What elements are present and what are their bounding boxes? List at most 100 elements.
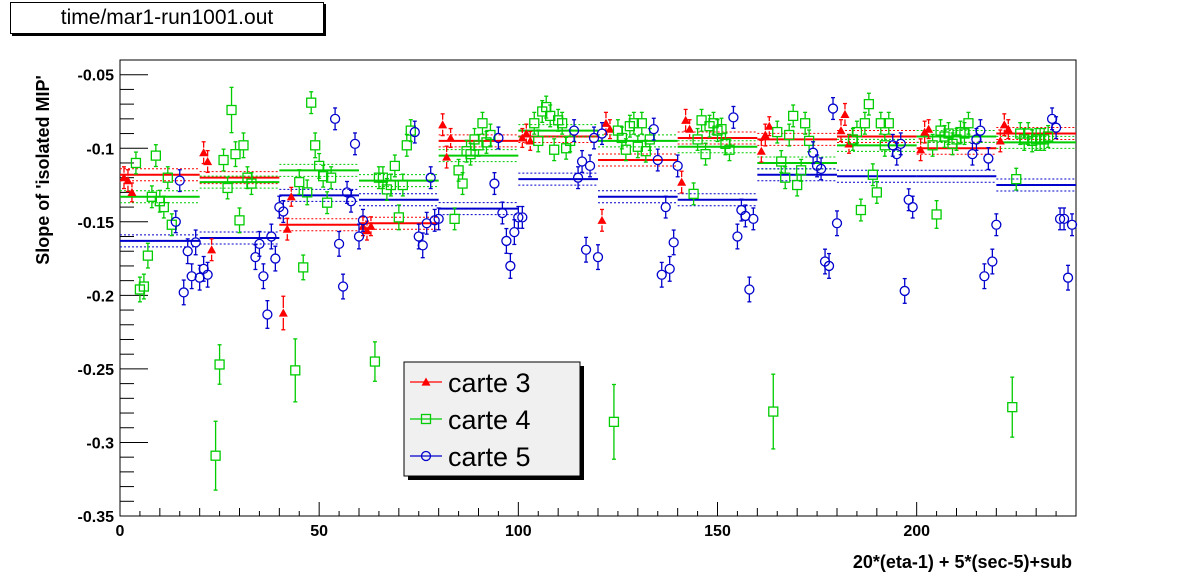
carte-5-point xyxy=(572,172,584,183)
carte-5-point xyxy=(349,138,361,149)
carte-3-point xyxy=(282,224,292,233)
carte-3-point xyxy=(203,156,213,166)
carte-4-point xyxy=(401,140,412,151)
carte-3-point xyxy=(517,133,527,142)
carte-5-point xyxy=(337,281,349,292)
carte-3-point xyxy=(764,121,774,130)
x-tick-label: 100 xyxy=(505,523,532,540)
carte-5-point xyxy=(987,256,998,267)
carte-5-point xyxy=(174,175,185,186)
carte-3-point xyxy=(521,129,531,138)
carte-5-point xyxy=(345,196,357,207)
carte-3-point xyxy=(924,124,934,133)
carte-4-point xyxy=(162,172,173,183)
carte-4-point xyxy=(449,213,460,225)
carte-5-point xyxy=(178,287,189,298)
carte-3-point xyxy=(446,133,456,142)
carte-5-point xyxy=(652,154,663,166)
carte-3-point xyxy=(278,308,288,317)
carte-4-point xyxy=(325,172,337,183)
carte-5-point xyxy=(409,126,420,138)
carte-3-point xyxy=(681,115,691,124)
carte-4-point xyxy=(788,110,799,122)
carte-4-point xyxy=(1042,131,1054,142)
carte-3-point xyxy=(836,126,846,135)
carte-4-point xyxy=(218,154,229,166)
carte-4-point xyxy=(851,126,863,138)
carte-4-point xyxy=(393,212,404,223)
carte-4-point xyxy=(306,97,317,108)
carte-3-point xyxy=(207,245,217,254)
carte-5-point xyxy=(1058,213,1070,225)
carte-4-point xyxy=(138,281,150,292)
carte-5-point xyxy=(1046,113,1058,124)
carte-3-point xyxy=(127,187,137,196)
y-tick-label: -0.35 xyxy=(78,509,115,526)
carte-4-point xyxy=(1011,173,1022,185)
carte-4-point xyxy=(927,140,938,151)
carte-3-point xyxy=(123,176,133,185)
carte-3-point xyxy=(438,120,448,129)
carte-5-point xyxy=(1050,122,1062,133)
carte-5-point xyxy=(250,251,261,263)
carte-4-point xyxy=(230,148,241,160)
carte-5-point xyxy=(588,132,600,144)
carte-5-point xyxy=(278,206,289,217)
carte-3-point xyxy=(597,215,607,224)
carte-4-point xyxy=(150,150,162,161)
carte-5-point xyxy=(899,285,910,297)
carte-5-point xyxy=(831,218,843,229)
carte-4-point xyxy=(473,140,484,151)
carte-5-point xyxy=(991,219,1002,230)
carte-4-point xyxy=(310,140,321,151)
carte-4-point xyxy=(608,416,620,428)
carte-4-point xyxy=(214,359,225,370)
carte-5-point xyxy=(576,156,588,167)
carte-5-point xyxy=(732,231,743,242)
carte-4-point xyxy=(142,250,154,261)
y-tick-label: -0.15 xyxy=(78,215,115,232)
carte-4-point xyxy=(640,146,651,157)
carte-4-point xyxy=(385,179,397,191)
carte-5-point xyxy=(329,113,341,124)
carte-5-point xyxy=(592,251,604,263)
carte-5-point xyxy=(505,260,516,272)
carte-3-point xyxy=(920,127,930,136)
carte-5-point xyxy=(270,253,281,264)
carte-4-point xyxy=(724,144,735,155)
carte-4-point xyxy=(776,156,787,167)
carte-5-point xyxy=(517,212,528,223)
carte-5-point xyxy=(656,269,667,280)
carte-5-point xyxy=(254,238,265,250)
carte-4-point xyxy=(298,262,309,273)
carte-5-point xyxy=(202,269,213,280)
y-tick-label: -0.2 xyxy=(86,288,114,305)
carte-5-point xyxy=(895,138,906,149)
carte-4-point xyxy=(692,134,703,145)
carte-4-point xyxy=(855,204,867,216)
carte-5-point xyxy=(648,123,659,135)
carte-4-point xyxy=(317,171,329,182)
carte-4-point xyxy=(389,160,401,172)
carte-3-point xyxy=(442,152,452,161)
carte-5-point xyxy=(979,271,990,282)
carte-4-point xyxy=(963,118,974,129)
carte-4-point xyxy=(688,188,699,200)
carte-5-point xyxy=(983,153,994,164)
x-tick-label: 50 xyxy=(310,523,328,540)
mean-segments xyxy=(120,124,1076,248)
carte-5-point xyxy=(596,128,608,139)
legend-label-carte-3: carte 3 xyxy=(448,368,531,398)
carte-5-point xyxy=(258,271,269,282)
carte-4-point xyxy=(700,148,711,160)
y-axis-label: Slope of 'isolated MIP' xyxy=(33,75,53,265)
data-markers xyxy=(119,86,1078,491)
carte-4-point xyxy=(620,144,632,155)
carte-4-point xyxy=(803,135,815,147)
carte-3-point xyxy=(677,177,687,186)
x-tick-label: 150 xyxy=(704,523,731,540)
y-tick-label: -0.3 xyxy=(86,435,114,452)
carte-5-point xyxy=(823,260,835,272)
carte-5-point xyxy=(493,132,504,144)
carte-5-point xyxy=(967,148,978,160)
